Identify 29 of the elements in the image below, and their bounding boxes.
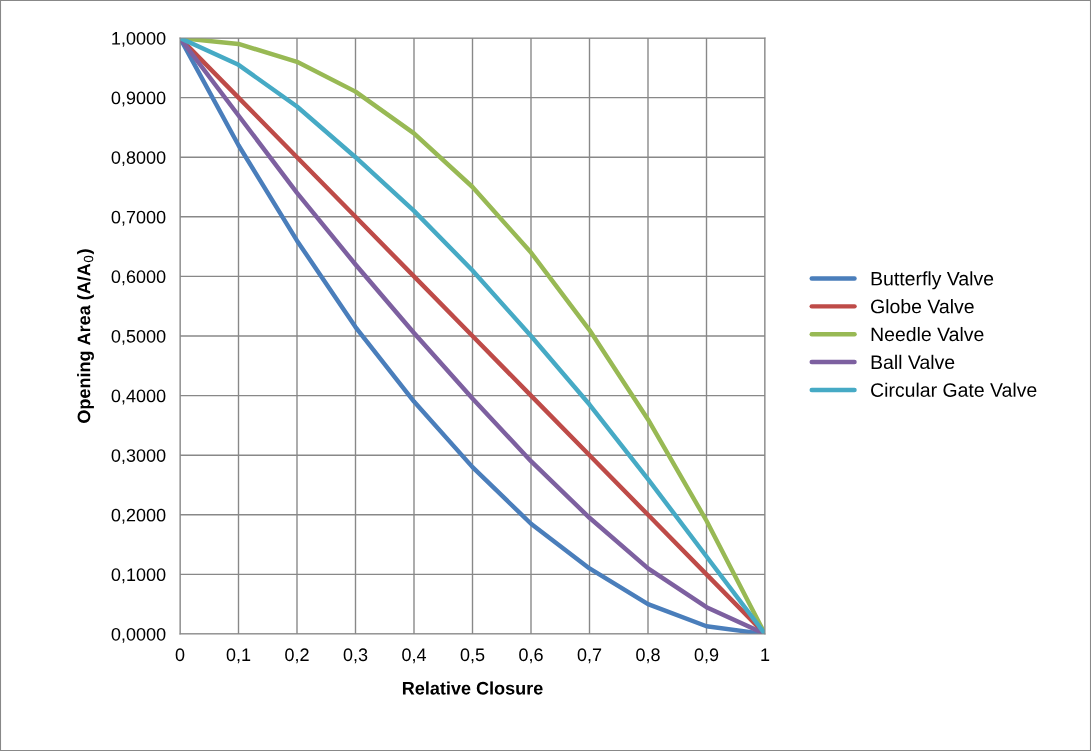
y-tick-label: 0,1000: [111, 568, 166, 584]
legend-label: Globe Valve: [871, 299, 974, 314]
y-tick-label: 0,9000: [111, 91, 166, 107]
x-tick-label: 0,3: [343, 648, 368, 664]
legend-label: Needle Valve: [871, 326, 984, 342]
x-tick-label: 0,5: [460, 648, 485, 664]
x-tick-label: 1: [761, 648, 770, 661]
y-tick-label: 0,8000: [111, 151, 166, 167]
x-axis-title: Relative Closure: [402, 681, 543, 695]
x-tick-label: 0,7: [577, 648, 602, 664]
y-tick-label: 0,3000: [111, 449, 166, 465]
x-tick-label: 0,2: [285, 648, 309, 664]
y-tick-label: 0,0000: [111, 627, 166, 643]
legend-label: Circular Gate Valve: [871, 382, 1037, 397]
y-tick-label: 0,5000: [111, 329, 166, 345]
x-tick-label: 0,6: [519, 648, 543, 664]
y-tick-label: 0,4000: [111, 389, 166, 405]
x-tick-label: 0,9: [694, 648, 719, 664]
legend-label: Ball Valve: [871, 354, 955, 370]
y-tick-label: 0,6000: [111, 270, 166, 286]
y-axis-title: Opening Area (A/A$_{0}$): [77, 249, 94, 423]
y-tick-label: 1,0000: [112, 31, 166, 47]
y-tick-label: 0,2000: [111, 508, 166, 524]
x-tick-label: 0,4: [402, 648, 427, 664]
legend-label: Butterfly Valve: [871, 271, 994, 290]
x-tick-label: 0,8: [636, 648, 660, 664]
x-tick-label: 0: [175, 648, 185, 662]
x-tick-label: 0,1: [226, 648, 251, 664]
y-tick-label: 0,7000: [111, 210, 166, 226]
